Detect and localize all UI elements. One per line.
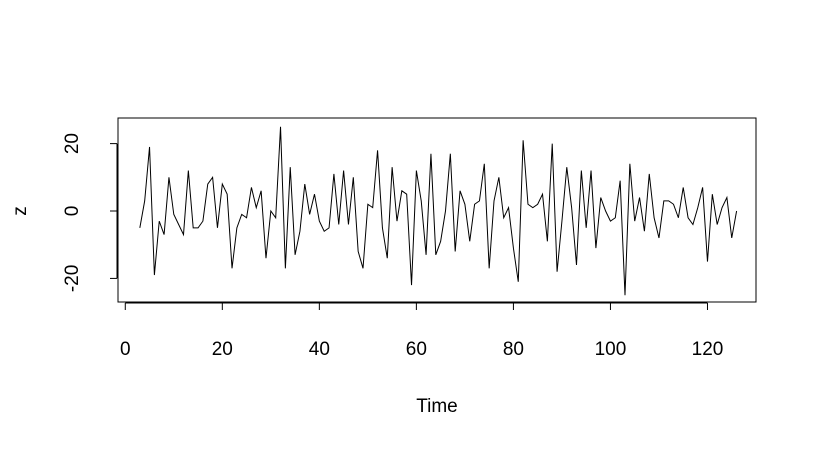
x-tick-label: 0 <box>120 339 131 360</box>
x-axis-label: Time <box>416 396 458 417</box>
series-line <box>139 126 738 296</box>
x-tick-label: 120 <box>692 339 724 360</box>
y-tick-label: 0 <box>62 206 83 217</box>
y-axis-label: z <box>10 206 31 216</box>
x-tick-label: 60 <box>406 339 427 360</box>
plot-frame <box>117 117 757 303</box>
x-tick-label: 80 <box>503 339 524 360</box>
x-tick-label: 100 <box>595 339 627 360</box>
y-tick-label: -20 <box>62 265 83 292</box>
x-tick-label: 20 <box>212 339 233 360</box>
x-tick-label: 40 <box>309 339 330 360</box>
y-tick-label: 20 <box>62 133 83 154</box>
